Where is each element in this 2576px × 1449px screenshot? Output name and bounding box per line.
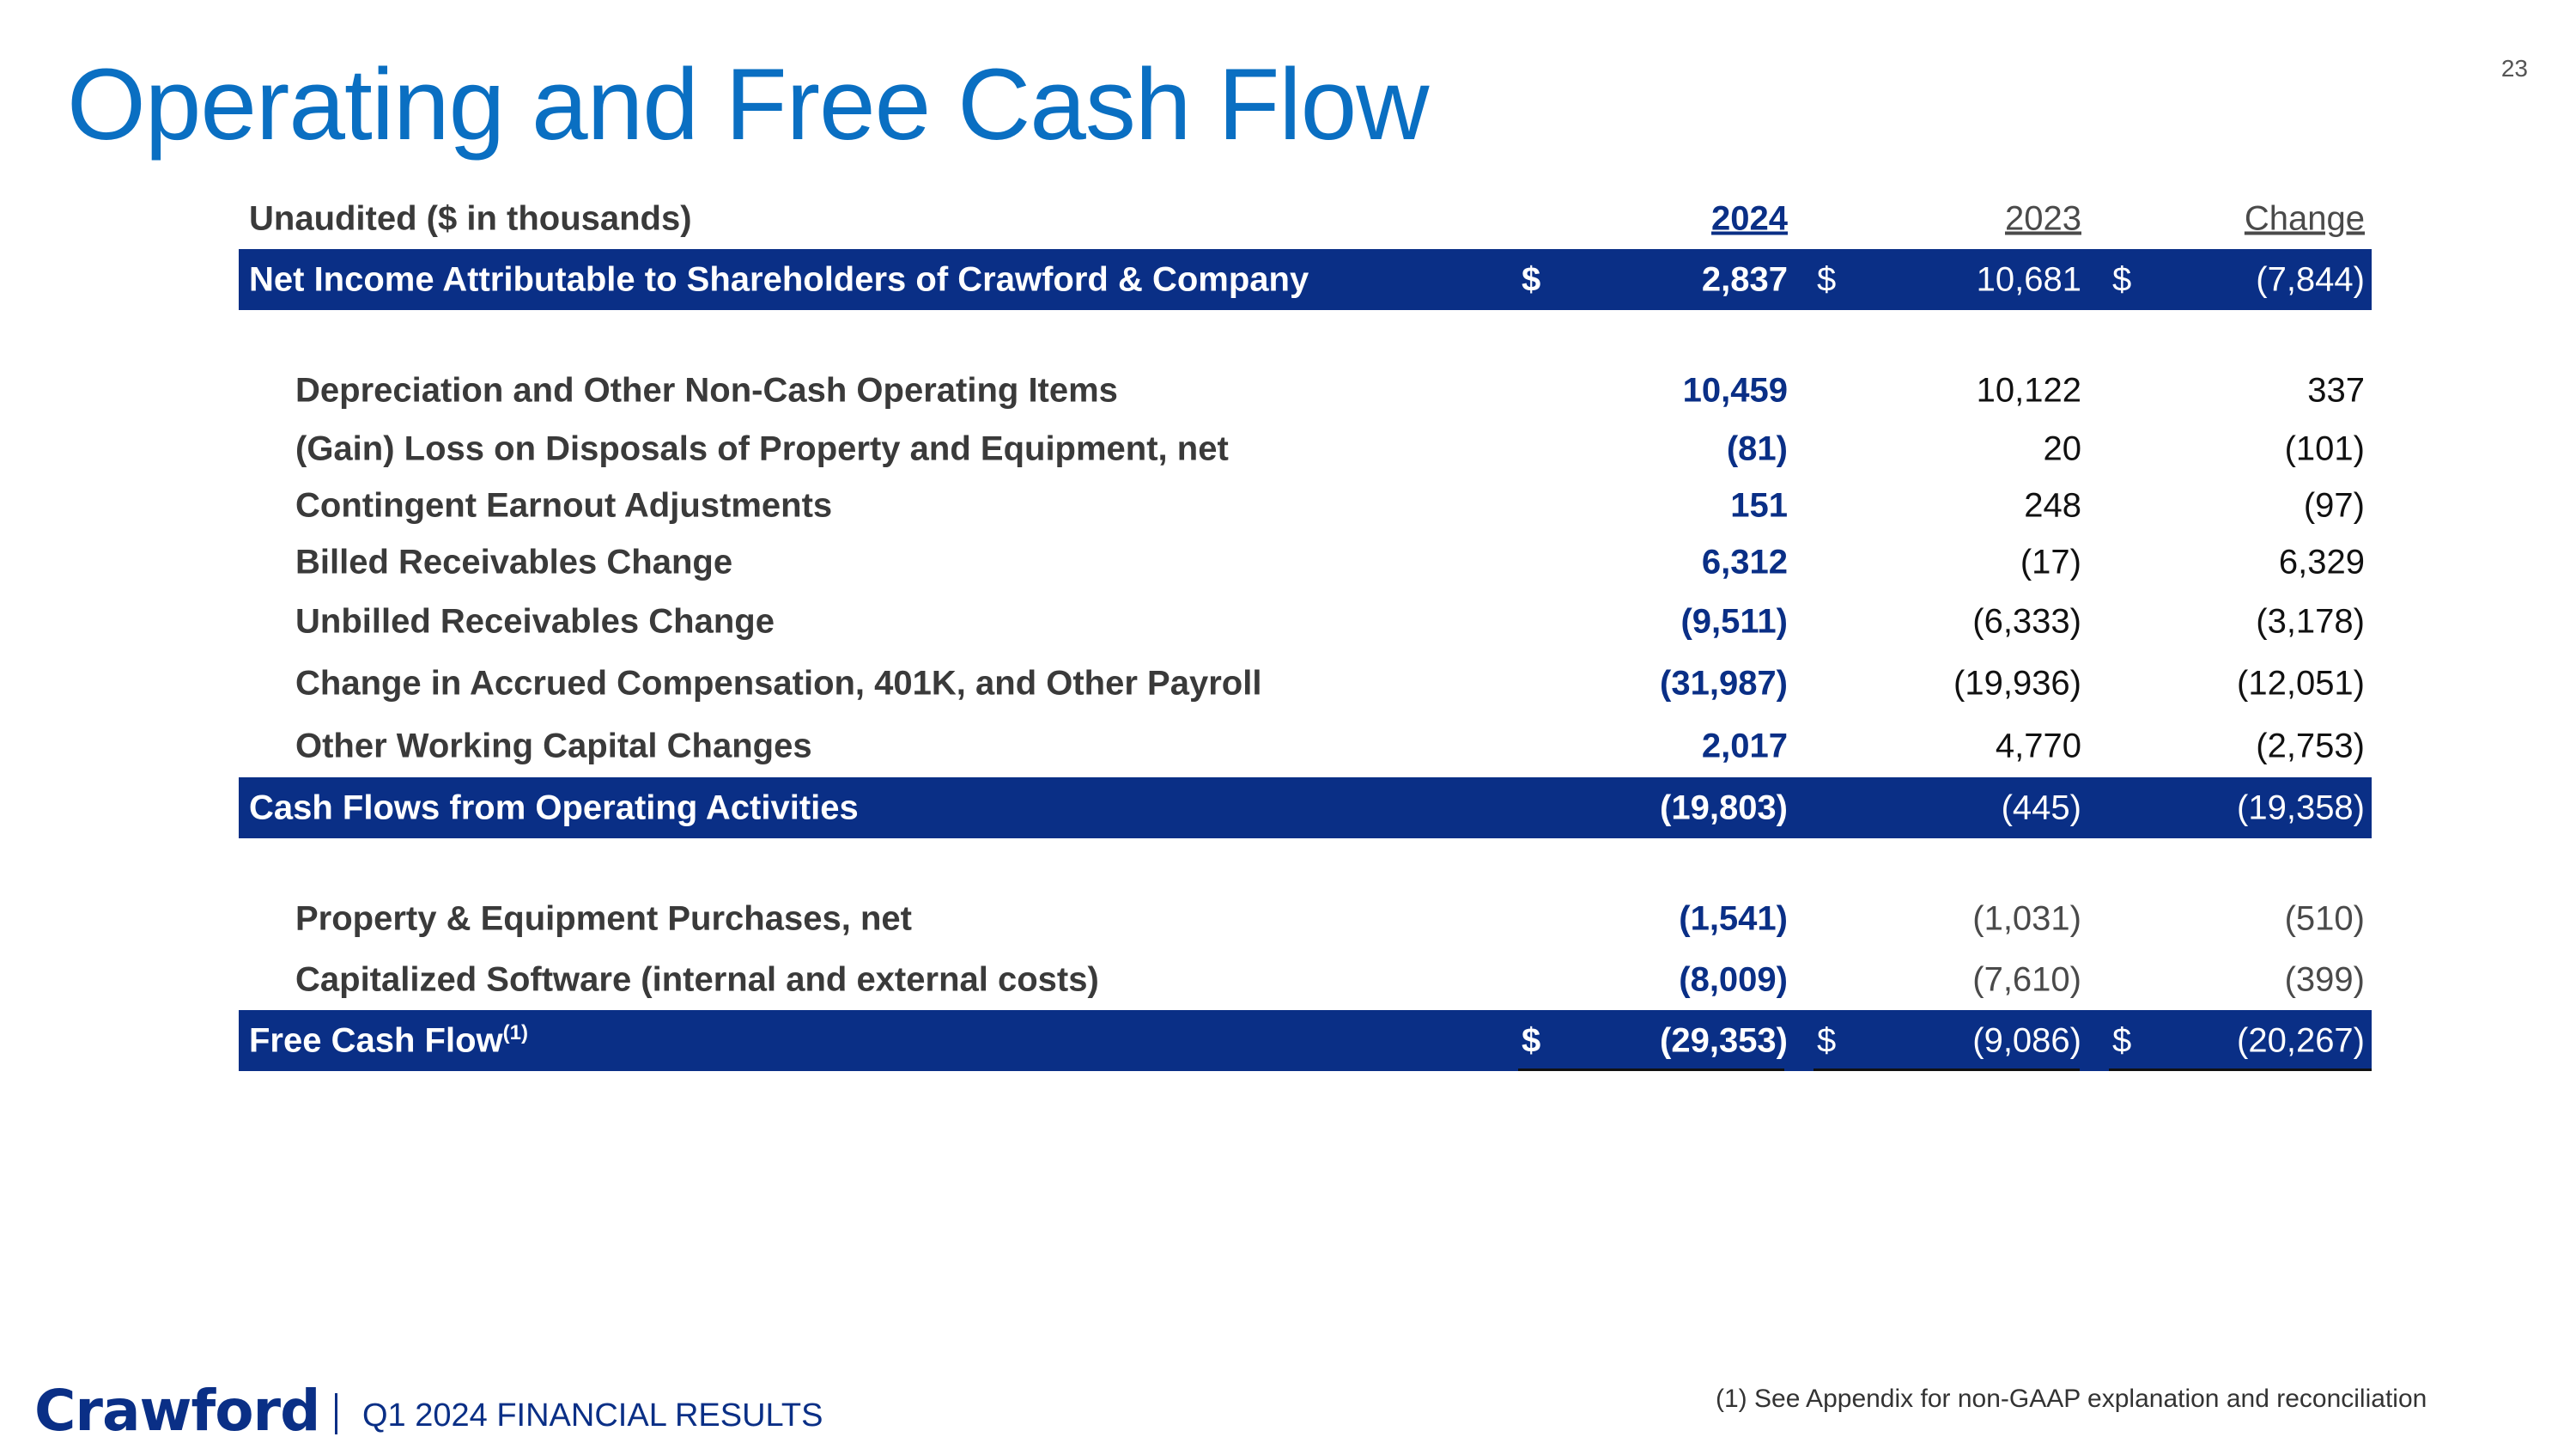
value-2023: (6,333) xyxy=(1972,602,2081,640)
currency-symbol: $ xyxy=(1522,260,1541,298)
free-cash-flow-label: Free Cash Flow xyxy=(249,1021,503,1059)
header-2024: 2024 xyxy=(1711,199,1788,238)
row-label: Contingent Earnout Adjustments xyxy=(295,486,833,525)
value-2024: 2,837 xyxy=(1701,260,1788,298)
value-2023: (1,031) xyxy=(1972,899,2081,937)
value-2024: 10,459 xyxy=(1682,371,1788,409)
value-2023: 20 xyxy=(2043,429,2082,468)
currency-symbol: $ xyxy=(1817,1021,1837,1059)
currency-symbol: $ xyxy=(2112,260,2132,298)
row-label: Capitalized Software (internal and exter… xyxy=(295,960,1099,998)
total-underline xyxy=(2109,1068,2372,1071)
value-change: (399) xyxy=(2284,960,2365,998)
value-2024: (1,541) xyxy=(1679,899,1788,937)
value-2024: (29,353) xyxy=(1660,1021,1788,1059)
currency-symbol: $ xyxy=(2112,1021,2132,1059)
value-change: 337 xyxy=(2307,371,2365,409)
operating-cash-flow-row: Cash Flows from Operating Activities (19… xyxy=(239,777,2372,838)
total-underline xyxy=(1814,1068,2080,1071)
table-row: (Gain) Loss on Disposals of Property and… xyxy=(239,421,2372,478)
row-label: Net Income Attributable to Shareholders … xyxy=(249,260,1309,298)
row-label: Free Cash Flow(1) xyxy=(249,1021,528,1060)
free-cash-flow-row: Free Cash Flow(1) $ (29,353) $ (9,086) $… xyxy=(239,1010,2372,1071)
header-change: Change xyxy=(2244,199,2365,238)
currency-symbol: $ xyxy=(1522,1021,1541,1059)
value-change: (101) xyxy=(2284,429,2365,468)
value-2024: (8,009) xyxy=(1679,960,1788,998)
page-title: Operating and Free Cash Flow xyxy=(67,48,1429,161)
row-label: Change in Accrued Compensation, 401K, an… xyxy=(295,664,1262,702)
table-row: Other Working Capital Changes 2,017 4,77… xyxy=(239,715,2372,777)
value-2023: (445) xyxy=(2001,788,2081,826)
footnote-marker: (1) xyxy=(502,1020,528,1044)
value-2023: 10,122 xyxy=(1976,371,2081,409)
table-row: Contingent Earnout Adjustments 151 248 (… xyxy=(239,478,2372,534)
value-2024: 2,017 xyxy=(1701,727,1788,764)
value-change: (97) xyxy=(2303,486,2365,525)
value-2023: (7,610) xyxy=(1972,960,2081,998)
table-row: Billed Receivables Change 6,312 (17) 6,3… xyxy=(239,534,2372,591)
currency-symbol: $ xyxy=(1817,260,1837,298)
table-row: Change in Accrued Compensation, 401K, an… xyxy=(239,652,2372,715)
value-2023: 4,770 xyxy=(1995,727,2081,764)
row-label: Other Working Capital Changes xyxy=(295,727,812,764)
table-row: Unbilled Receivables Change (9,511) (6,3… xyxy=(239,591,2372,652)
value-change: (3,178) xyxy=(2256,602,2365,640)
value-2024: (9,511) xyxy=(1680,602,1788,640)
value-2023: (17) xyxy=(2020,543,2081,581)
value-2023: (19,936) xyxy=(1953,664,2081,702)
footer-divider xyxy=(335,1393,337,1434)
value-2024: 151 xyxy=(1730,486,1788,525)
value-2024: (31,987) xyxy=(1660,664,1788,702)
row-label: Billed Receivables Change xyxy=(295,543,733,581)
value-change: (19,358) xyxy=(2237,788,2365,826)
crawford-logo: Crawford xyxy=(34,1378,320,1444)
cash-flow-table: Unaudited ($ in thousands) 2024 2023 Cha… xyxy=(239,189,2372,1071)
header-2023: 2023 xyxy=(2005,199,2081,238)
header-label: Unaudited ($ in thousands) xyxy=(249,199,692,238)
row-label: Depreciation and Other Non-Cash Operatin… xyxy=(295,371,1118,409)
row-label: Property & Equipment Purchases, net xyxy=(295,899,912,937)
row-label: (Gain) Loss on Disposals of Property and… xyxy=(295,429,1229,468)
value-2024: (19,803) xyxy=(1660,788,1788,826)
value-change: 6,329 xyxy=(2278,543,2365,581)
value-change: (510) xyxy=(2284,899,2365,937)
row-label: Unbilled Receivables Change xyxy=(295,602,775,640)
footer-text: Q1 2024 FINANCIAL RESULTS xyxy=(362,1397,823,1434)
value-change: (20,267) xyxy=(2237,1021,2365,1059)
value-2023: (9,086) xyxy=(1972,1021,2081,1059)
footnote: (1) See Appendix for non-GAAP explanatio… xyxy=(1716,1385,2427,1413)
value-change: (12,051) xyxy=(2237,664,2365,702)
table-row: Property & Equipment Purchases, net (1,5… xyxy=(239,888,2372,949)
table-header-row: Unaudited ($ in thousands) 2024 2023 Cha… xyxy=(239,189,2372,249)
value-change: (7,844) xyxy=(2256,260,2365,298)
value-2024: (81) xyxy=(1726,429,1788,468)
table-row: Depreciation and Other Non-Cash Operatin… xyxy=(239,360,2372,421)
net-income-row: Net Income Attributable to Shareholders … xyxy=(239,249,2372,310)
value-2023: 248 xyxy=(2024,486,2081,525)
total-underline xyxy=(1518,1068,1784,1071)
value-change: (2,753) xyxy=(2256,727,2365,764)
table-row: Capitalized Software (internal and exter… xyxy=(239,949,2372,1010)
value-2024: 6,312 xyxy=(1701,543,1788,581)
page-number: 23 xyxy=(2500,55,2528,82)
row-label: Cash Flows from Operating Activities xyxy=(249,788,859,826)
value-2023: 10,681 xyxy=(1976,260,2081,298)
